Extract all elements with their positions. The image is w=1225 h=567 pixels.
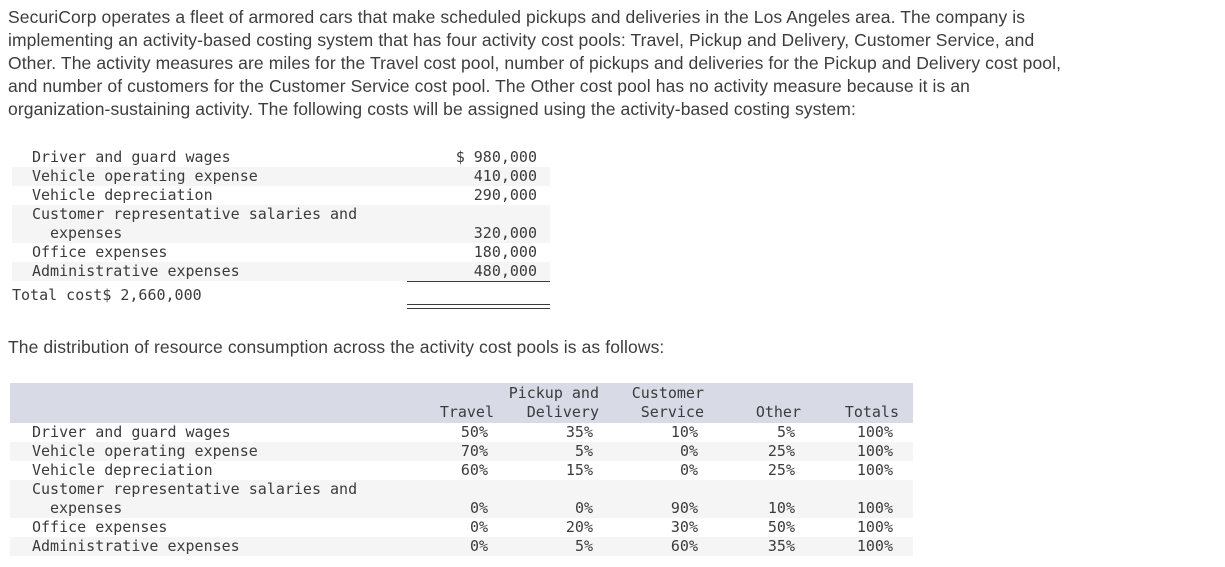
totals-value: 100%	[856, 442, 893, 460]
travel-value: 70%	[460, 442, 488, 460]
header-spacer	[10, 384, 424, 403]
table-row: Customer representative salaries and	[12, 205, 550, 224]
total-amount: $ 2,660,000	[102, 286, 202, 304]
table-row: Driver and guard wages $ 980,000	[12, 148, 550, 167]
customer-value: 10%	[670, 423, 698, 441]
cost-item-label: Customer representative salaries and	[32, 205, 358, 223]
total-double-rule	[407, 304, 550, 309]
pickup-value: 15%	[565, 461, 593, 479]
other-value: 25%	[767, 442, 795, 460]
totals-value: 100%	[856, 423, 893, 441]
intro-line: and number of customers for the Customer…	[8, 76, 970, 96]
table-row: Driver and guard wages 50% 35% 10% 5% 10…	[10, 423, 913, 442]
pickup-value: 5%	[574, 537, 593, 555]
cell-spacer	[424, 480, 502, 499]
col-header-customer-line2: Service	[640, 403, 704, 421]
cost-item-amount: $ 980,000	[455, 148, 537, 166]
pickup-value: 35%	[565, 423, 593, 441]
header-row-1: Pickup and Customer	[10, 384, 913, 403]
totals-value: 100%	[856, 537, 893, 555]
col-header-totals: Totals	[844, 403, 899, 421]
table-row: Office expenses 0% 20% 30% 50% 100%	[10, 518, 913, 537]
cell-spacer	[502, 480, 607, 499]
cost-item-amount: 180,000	[473, 243, 537, 261]
intro-line: Other. The activity measures are miles f…	[8, 53, 1062, 73]
distribution-table-header: Pickup and Customer Travel Delivery Serv…	[10, 383, 913, 423]
table-row: Vehicle operating expense 410,000	[12, 167, 550, 186]
cost-item-amount: 290,000	[473, 186, 537, 204]
customer-value: 0%	[679, 461, 698, 479]
cost-item-label: Office expenses	[32, 243, 168, 261]
other-value: 50%	[767, 518, 795, 536]
cost-item-amount: 480,000	[473, 262, 537, 280]
table-row: expenses 0% 0% 90% 10% 100%	[10, 499, 913, 518]
customer-value: 90%	[670, 499, 698, 517]
intro-line: organization-sustaining activity. The fo…	[8, 99, 856, 119]
cost-item-label: Administrative expenses	[32, 262, 240, 280]
pickup-value: 20%	[565, 518, 593, 536]
table-row: Administrative expenses 0% 5% 60% 35% 10…	[10, 537, 913, 556]
intro-line: SecuriCorp operates a fleet of armored c…	[8, 7, 1026, 27]
cell-spacer	[809, 480, 913, 499]
header-spacer	[712, 384, 809, 403]
other-value: 35%	[767, 537, 795, 555]
header-spacer	[809, 384, 913, 403]
cost-item-amount: 320,000	[473, 224, 537, 242]
col-header-customer-line1: Customer	[631, 384, 704, 402]
header-spacer	[10, 403, 424, 422]
distribution-table: Pickup and Customer Travel Delivery Serv…	[10, 383, 913, 556]
row-label: Administrative expenses	[32, 537, 240, 555]
total-row: Total cost $ 2,660,000	[12, 286, 550, 305]
other-value: 10%	[767, 499, 795, 517]
pickup-value: 0%	[574, 499, 593, 517]
travel-value: 0%	[469, 537, 488, 555]
customer-value: 60%	[670, 537, 698, 555]
other-value: 5%	[776, 423, 795, 441]
problem-intro-paragraph: SecuriCorp operates a fleet of armored c…	[8, 6, 1061, 121]
distribution-intro-line: The distribution of resource consumption…	[8, 337, 665, 357]
travel-value: 0%	[469, 518, 488, 536]
col-header-travel: Travel	[439, 403, 494, 421]
row-label: Vehicle operating expense	[32, 442, 258, 460]
cost-table: Driver and guard wages $ 980,000 Vehicle…	[12, 148, 550, 310]
cost-item-label-continuation: expenses	[50, 224, 123, 242]
row-label: Vehicle depreciation	[32, 461, 213, 479]
table-row: Customer representative salaries and	[10, 480, 913, 499]
table-row: Vehicle operating expense 70% 5% 0% 25% …	[10, 442, 913, 461]
cell-spacer	[607, 480, 712, 499]
cell-spacer	[712, 480, 809, 499]
header-row-2: Travel Delivery Service Other Totals	[10, 403, 913, 422]
table-row: expenses 320,000	[12, 224, 550, 243]
table-row: Administrative expenses 480,000	[12, 262, 550, 281]
customer-value: 0%	[679, 442, 698, 460]
intro-line: implementing an activity-based costing s…	[8, 30, 1035, 50]
total-label: Total cost	[12, 286, 103, 304]
row-label: Driver and guard wages	[32, 423, 231, 441]
cost-item-label: Vehicle depreciation	[32, 186, 213, 204]
table-row: Vehicle depreciation 290,000	[12, 186, 550, 205]
totals-value: 100%	[856, 518, 893, 536]
table-row: Office expenses 180,000	[12, 243, 550, 262]
totals-value: 100%	[856, 461, 893, 479]
row-label: Customer representative salaries and	[32, 480, 358, 498]
travel-value: 0%	[469, 499, 488, 517]
row-label: Office expenses	[32, 518, 168, 536]
header-spacer	[424, 384, 502, 403]
row-label-continuation: expenses	[50, 499, 123, 517]
col-header-pickup-line1: Pickup and	[508, 384, 599, 402]
totals-value: 100%	[856, 499, 893, 517]
cost-item-label: Vehicle operating expense	[32, 167, 258, 185]
cost-item-amount: 410,000	[473, 167, 537, 185]
distribution-intro: The distribution of resource consumption…	[8, 336, 664, 359]
cost-item-label: Driver and guard wages	[32, 148, 231, 166]
col-header-pickup-line2: Delivery	[526, 403, 599, 421]
customer-value: 30%	[670, 518, 698, 536]
travel-value: 60%	[460, 461, 488, 479]
table-row: Vehicle depreciation 60% 15% 0% 25% 100%	[10, 461, 913, 480]
other-value: 25%	[767, 461, 795, 479]
pickup-value: 5%	[574, 442, 593, 460]
col-header-other: Other	[755, 403, 801, 421]
subtotal-rule	[407, 281, 550, 282]
travel-value: 50%	[460, 423, 488, 441]
